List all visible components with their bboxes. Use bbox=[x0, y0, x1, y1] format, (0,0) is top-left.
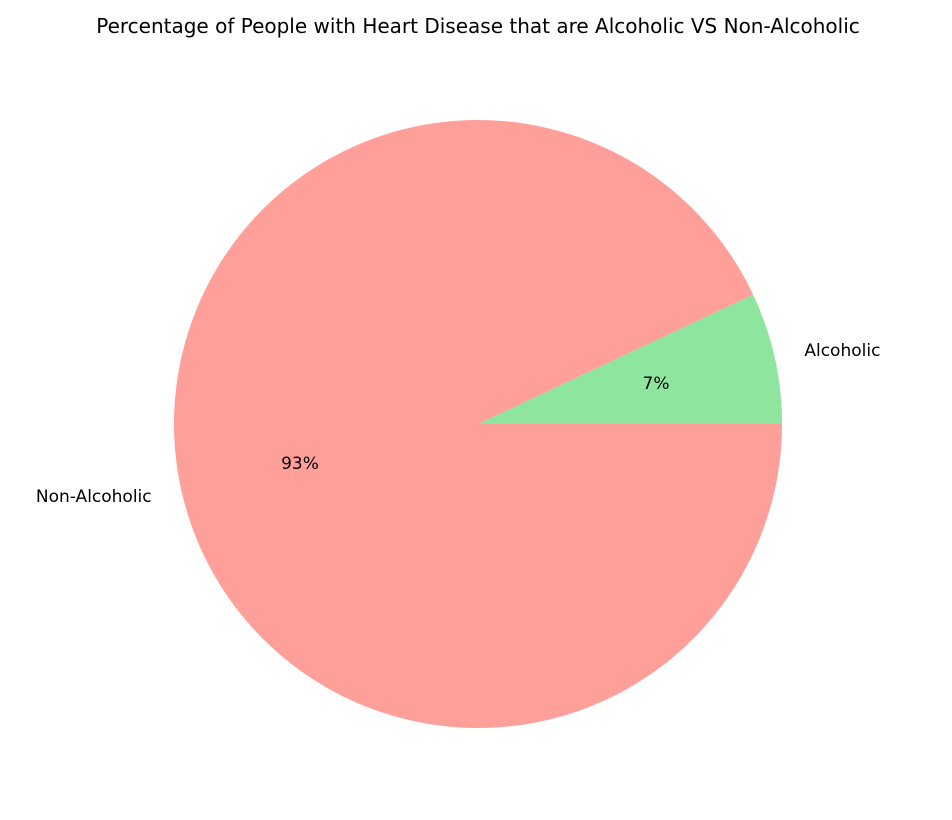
pie-slice-alcoholic bbox=[478, 294, 782, 424]
slice-label-non-alcoholic: Non-Alcoholic bbox=[36, 487, 152, 507]
pct-label-non-alcoholic: 93% bbox=[281, 454, 319, 474]
pie-slice-non-alcoholic bbox=[174, 119, 783, 729]
pie-labels: Alcoholic 7% Non-Alcoholic 93% bbox=[36, 341, 881, 507]
pie-slices bbox=[174, 119, 783, 729]
chart-title: Percentage of People with Heart Disease … bbox=[96, 14, 860, 38]
slice-label-alcoholic: Alcoholic bbox=[804, 341, 880, 361]
pct-label-alcoholic: 7% bbox=[643, 374, 670, 394]
